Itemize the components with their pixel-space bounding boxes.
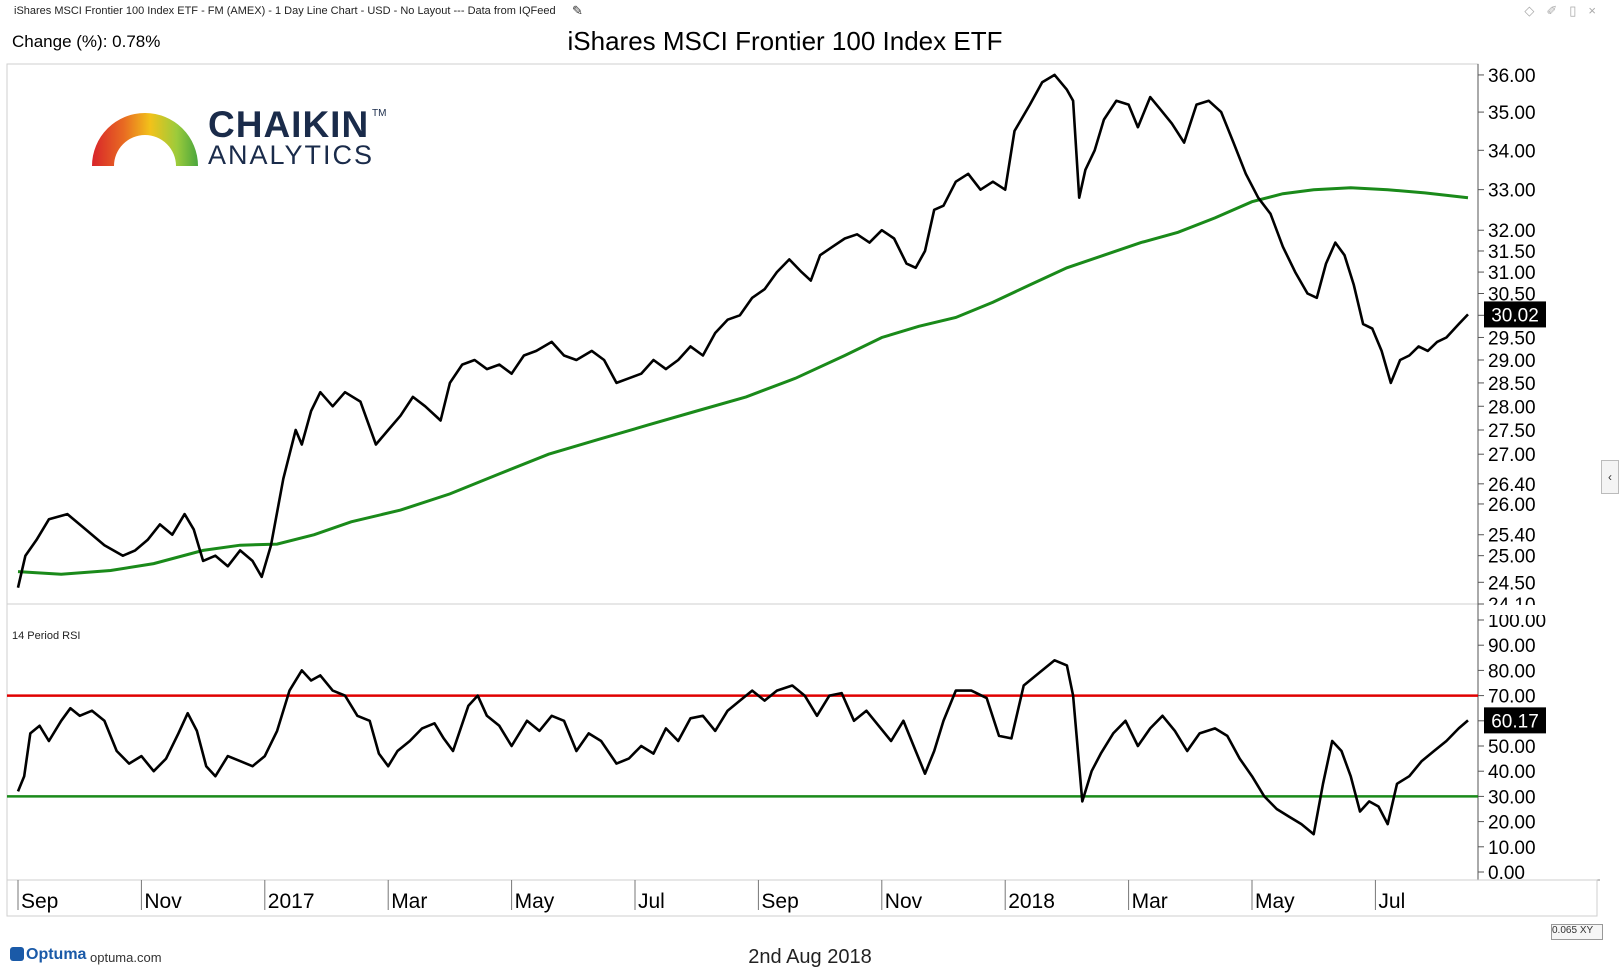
optuma-logo: Optuma xyxy=(10,946,86,964)
x-axis-tick-label: Nov xyxy=(144,890,182,913)
rsi-y-tick-label: 50.00 xyxy=(1488,737,1536,758)
optuma-brand: Optuma xyxy=(26,946,87,963)
rsi-y-tick-label: 0.00 xyxy=(1488,863,1525,884)
price-y-tick-label: 31.50 xyxy=(1488,242,1536,263)
xy-icon: XY xyxy=(1579,925,1594,936)
x-axis-tick-label: May xyxy=(1255,890,1295,913)
price-y-tick-label: 29.50 xyxy=(1488,328,1536,349)
price-y-tick-label: 28.00 xyxy=(1488,397,1536,418)
price-last-badge xyxy=(1484,301,1546,328)
logo-subname: ANALYTICS xyxy=(208,140,375,170)
rsi-last-value: 60.17 xyxy=(1491,711,1539,732)
x-axis-tick-label: 2018 xyxy=(1008,890,1055,913)
rsi-panel-label: 14 Period RSI xyxy=(12,630,81,642)
price-y-tick-label: 33.00 xyxy=(1488,181,1536,202)
chaikin-gauge-icon xyxy=(92,113,198,166)
chart-title: iShares MSCI Frontier 100 Index ETF xyxy=(567,26,1003,56)
x-axis-tick-label: Sep xyxy=(21,890,58,913)
x-axis-tick-label: Jul xyxy=(1378,890,1405,913)
price-y-tick-label: 35.00 xyxy=(1488,103,1536,124)
price-last-value: 30.02 xyxy=(1491,305,1539,326)
chart-header-bar: iShares MSCI Frontier 100 Index ETF - FM… xyxy=(0,0,1620,24)
price-y-tick-label: 31.00 xyxy=(1488,263,1536,284)
price-line xyxy=(16,73,1469,588)
price-y-tick-label: 29.00 xyxy=(1488,351,1536,372)
x-axis-band xyxy=(6,879,1598,917)
rsi-y-tick-label: 10.00 xyxy=(1488,838,1536,859)
rsi-y-tick-label: 70.00 xyxy=(1488,687,1536,708)
panel-gap-mask xyxy=(1479,605,1599,615)
rsi-line xyxy=(16,659,1469,836)
price-y-tick-label: 27.50 xyxy=(1488,421,1536,442)
x-axis-tick-label: Sep xyxy=(761,890,798,913)
price-y-tick-label: 34.00 xyxy=(1488,141,1536,162)
rsi-y-tick-label: 80.00 xyxy=(1488,661,1536,682)
rsi-y-tick-label: 30.00 xyxy=(1488,787,1536,808)
price-y-tick-label: 24.50 xyxy=(1488,573,1536,594)
price-y-tick-label: 26.00 xyxy=(1488,495,1536,516)
price-y-tick-label: 36.00 xyxy=(1488,66,1536,87)
chart-date: 2nd Aug 2018 xyxy=(748,946,872,968)
x-axis-tick-label: Mar xyxy=(1132,890,1168,913)
rsi-y-tick-label: 100.00 xyxy=(1488,611,1546,632)
logo-name: CHAIKIN xyxy=(208,104,370,145)
logo-trademark: TM xyxy=(372,108,387,119)
change-percent: Change (%): 0.78% xyxy=(12,32,161,51)
x-axis-tick-label: Nov xyxy=(885,890,923,913)
xy-readout-value: 0.065 xyxy=(1552,925,1578,936)
rsi-panel-frame xyxy=(6,603,1479,881)
chart-description: iShares MSCI Frontier 100 Index ETF - FM… xyxy=(14,5,556,17)
moving-average-line xyxy=(17,186,1469,576)
price-y-tick-label: 25.00 xyxy=(1488,547,1536,568)
price-y-tick-label: 32.00 xyxy=(1488,221,1536,242)
rsi-y-tick-label: 90.00 xyxy=(1488,636,1536,657)
xy-readout[interactable]: 0.065 XY xyxy=(1551,924,1603,940)
x-axis-tick-label: Jul xyxy=(638,890,665,913)
toolbar-icons[interactable]: ◇✐▯× xyxy=(1524,3,1608,18)
x-axis-tick-label: Mar xyxy=(391,890,427,913)
price-y-tick-label: 27.00 xyxy=(1488,445,1536,466)
rsi-y-tick-label: 20.00 xyxy=(1488,813,1536,834)
x-axis-tick-label: 2017 xyxy=(268,890,315,913)
x-axis-tick-label: May xyxy=(515,890,555,913)
price-y-tick-label: 28.50 xyxy=(1488,374,1536,395)
rsi-last-badge xyxy=(1484,707,1546,734)
price-y-tick-label: 25.40 xyxy=(1488,526,1536,547)
collapse-panel-icon[interactable]: ‹ xyxy=(1601,460,1619,494)
edit-pencil-icon[interactable]: ✎ xyxy=(572,3,583,18)
optuma-mark-icon xyxy=(10,947,24,961)
optuma-url[interactable]: optuma.com xyxy=(90,950,162,965)
price-y-tick-label: 26.40 xyxy=(1488,475,1536,496)
rsi-y-tick-label: 40.00 xyxy=(1488,762,1536,783)
price-y-tick-label: 30.50 xyxy=(1488,285,1536,306)
